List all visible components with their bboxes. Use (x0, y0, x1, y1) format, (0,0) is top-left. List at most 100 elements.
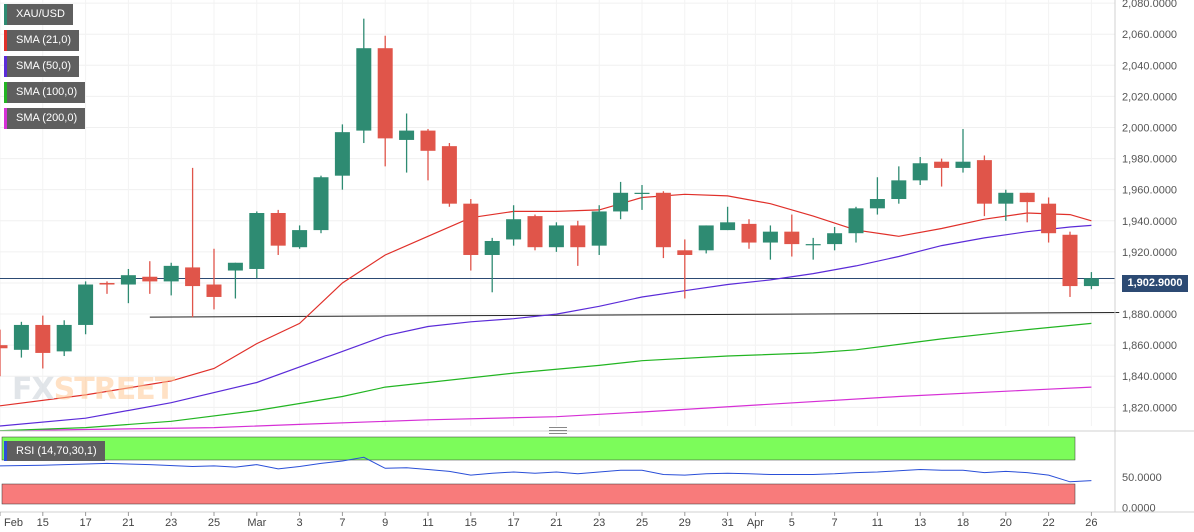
candle-41 (869, 177, 885, 215)
price-tick-label: 1,940.0000 (1122, 216, 1177, 228)
sma-100-label: SMA (100,0) (16, 86, 78, 98)
time-tick-label: 31 (721, 517, 733, 529)
legend-rsi[interactable]: RSI (14,70,30,1) (4, 441, 105, 461)
time-tick-label: Apr (747, 517, 764, 529)
rsi-tick-label: 0.0000 (1122, 503, 1156, 515)
candle-25 (527, 214, 543, 251)
sma-21-swatch (4, 30, 7, 51)
candle-20 (420, 129, 436, 181)
candle-5 (99, 281, 115, 294)
candle-body (313, 177, 329, 231)
time-tick-label: 7 (339, 517, 345, 529)
price-tick-label: 1,980.0000 (1122, 154, 1177, 166)
legend-sma-100[interactable]: SMA (100,0) (4, 82, 86, 103)
candle-body (142, 276, 158, 282)
price-tick-label: 2,080.0000 (1122, 0, 1177, 10)
time-tick-label: 25 (208, 517, 220, 529)
candle-body (998, 192, 1014, 204)
candle-body (1041, 203, 1057, 234)
legend-sma-21[interactable]: SMA (21,0) (4, 30, 80, 51)
candle-body (484, 240, 500, 255)
candle-body (1019, 192, 1035, 203)
sma-21-label: SMA (21,0) (16, 34, 72, 46)
candle-body (698, 225, 714, 251)
time-tick-label: 29 (679, 517, 691, 529)
candle-7 (142, 261, 158, 294)
candle-14 (292, 225, 308, 249)
candle-51 (1083, 272, 1099, 290)
candle-4 (78, 281, 94, 335)
sma-100-swatch (4, 82, 7, 103)
axes-layer (0, 0, 1194, 513)
legend-sma-200[interactable]: SMA (200,0) (4, 108, 86, 129)
candle-body (805, 244, 821, 246)
price-tick-label: 1,920.0000 (1122, 247, 1177, 259)
time-tick-label: 15 (37, 517, 49, 529)
sma-200-swatch (4, 108, 7, 129)
candle-45 (955, 129, 971, 173)
candle-9 (185, 167, 201, 318)
legend-symbol[interactable]: XAU/USD (4, 4, 73, 25)
candle-3 (56, 320, 72, 357)
support-trendline (149, 312, 1120, 318)
time-tick-label: Feb (4, 517, 23, 529)
time-tick-label: 22 (1042, 517, 1054, 529)
time-axis-ticks: Feb 15 17 21 23 25 Mar 3 7 9 11 15 17 21 23 25 29 31 Apr 5 7… (0, 512, 1098, 529)
time-tick-label: 11 (422, 517, 433, 529)
candle-17 (356, 18, 372, 144)
candle-30 (634, 185, 650, 210)
time-tick-label: 21 (550, 517, 562, 529)
rsi-zones (1, 436, 1076, 505)
candle-31 (655, 191, 671, 259)
candle-36 (762, 225, 778, 260)
candle-2 (35, 315, 51, 369)
sma-50-label: SMA (50,0) (16, 60, 72, 72)
candle-12 (249, 211, 265, 279)
candle-body (634, 192, 650, 194)
symbol-swatch (4, 4, 7, 25)
candle-body (762, 231, 778, 243)
candle-body (527, 216, 543, 248)
candle-body (912, 163, 928, 181)
candle-40 (848, 206, 864, 243)
candle-body (356, 48, 372, 131)
time-tick-label: 7 (832, 517, 838, 529)
candle-body (399, 130, 415, 140)
sma-200-line (0, 386, 1092, 432)
rsi-overbought-zone (1, 436, 1076, 461)
candle-44 (934, 158, 950, 187)
rsi-label: RSI (14,70,30,1) (16, 445, 97, 457)
candle-body (720, 222, 736, 231)
candles-layer (0, 18, 1099, 377)
candle-body (270, 213, 286, 246)
candle-body (441, 146, 457, 204)
candle-42 (891, 166, 907, 204)
candle-body (56, 324, 72, 352)
legend-sma-50[interactable]: SMA (50,0) (4, 56, 80, 77)
candle-body (463, 203, 479, 255)
price-tick-label: 1,860.0000 (1122, 340, 1177, 352)
sma-50-swatch (4, 56, 7, 77)
time-tick-label: 23 (165, 517, 177, 529)
candle-16 (334, 124, 350, 190)
candle-body (185, 267, 201, 287)
sma-200-label: SMA (200,0) (16, 112, 78, 124)
candle-37 (784, 214, 800, 257)
candle-body (741, 223, 757, 243)
candle-8 (163, 262, 179, 296)
candle-1 (13, 321, 29, 358)
indicator-legend: XAU/USD SMA (21,0) SMA (50,0) SMA (100,0… (4, 4, 86, 134)
sma-100-line (0, 322, 1092, 432)
candle-46 (976, 155, 992, 217)
price-tick-label: 2,060.0000 (1122, 29, 1177, 41)
candle-body (827, 233, 843, 245)
candle-26 (548, 222, 564, 252)
candle-13 (270, 209, 286, 255)
rsi-line-layer (0, 456, 1092, 483)
pane-resize-handle[interactable] (549, 427, 567, 434)
candle-body (677, 250, 693, 255)
time-tick-label: 23 (593, 517, 605, 529)
candle-body (377, 48, 393, 139)
candle-35 (741, 219, 757, 249)
